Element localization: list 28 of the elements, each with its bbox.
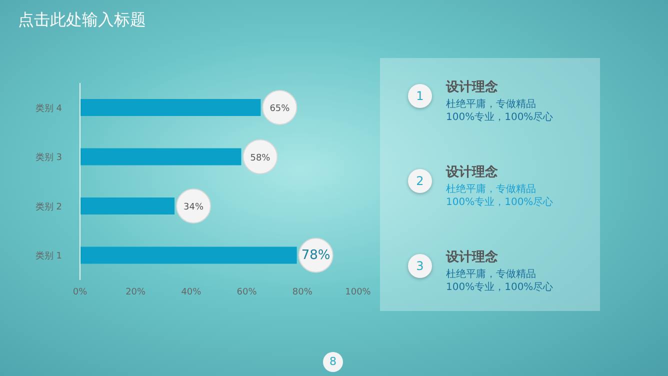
- text: 杜绝平庸，专做精品: [446, 99, 536, 110]
- chart-title: 点击此处输入标题: [18, 10, 146, 31]
- text: 杜绝平庸，专做精品: [446, 269, 536, 280]
- y-tick-label: 类别 1: [35, 250, 62, 262]
- data-label: 58%: [250, 153, 271, 164]
- text: 8: [323, 352, 343, 372]
- x-tick-label: 20%: [126, 287, 146, 298]
- y-tick-label: 类别 2: [35, 201, 62, 212]
- x-tick-label: 0%: [72, 287, 88, 298]
- x-tick-label: 60%: [236, 287, 258, 298]
- text: 100%专业，100%尽心: [446, 282, 554, 293]
- text: 3: [408, 254, 432, 278]
- x-tick-label: 40%: [181, 287, 202, 298]
- text: 设计理念: [446, 249, 498, 266]
- data-label: 65%: [270, 104, 290, 114]
- text: 100%专业，100%尽心: [446, 112, 554, 123]
- data-label: 34%: [184, 202, 204, 212]
- text: 设计理念: [446, 164, 498, 181]
- x-tick-label: 100%: [345, 287, 372, 298]
- text: 2: [408, 169, 432, 193]
- y-tick-label: 类别 4: [35, 102, 62, 114]
- data-label: 78%: [301, 248, 330, 263]
- text: 100%专业，100%尽心: [446, 197, 554, 208]
- x-tick-label: 80%: [292, 287, 313, 298]
- y-tick-label: 类别 3: [35, 152, 62, 164]
- text: 设计理念: [446, 79, 498, 96]
- text: 1: [408, 84, 432, 108]
- text: 杜绝平庸，专做精品: [446, 184, 536, 195]
